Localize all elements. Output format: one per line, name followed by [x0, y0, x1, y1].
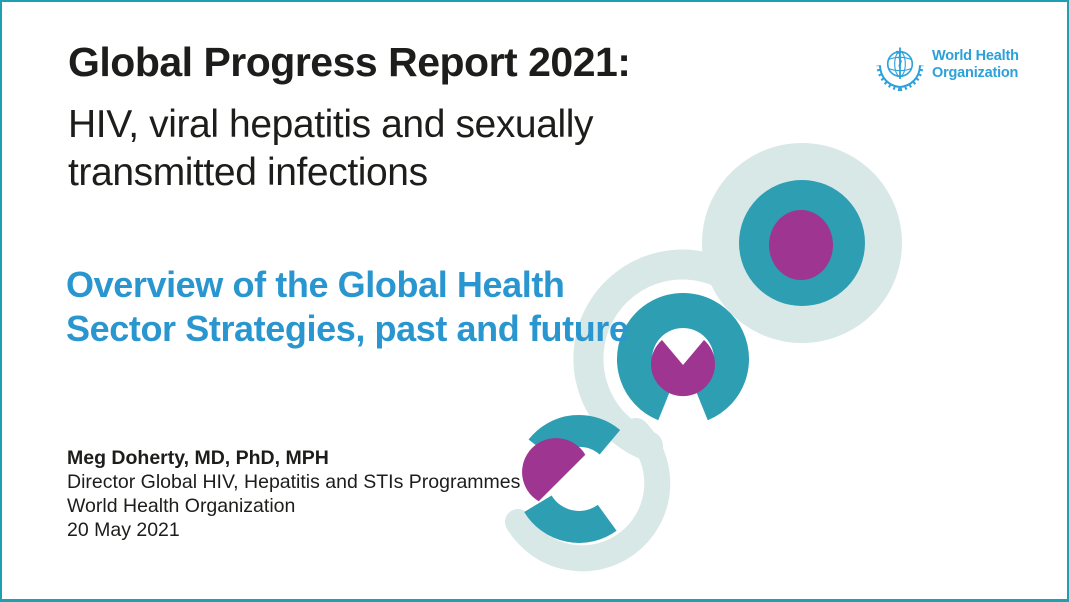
author-role: Director Global HIV, Hepatitis and STIs … [67, 471, 521, 493]
section-heading-line-1: Overview of the Global Health [66, 264, 565, 305]
page-subtitle: HIV, viral hepatitis and sexually transm… [68, 101, 594, 197]
page-title: Global Progress Report 2021: [68, 39, 631, 85]
subtitle-line-2: transmitted infections [68, 151, 428, 194]
who-logo-text: World Health Organization [932, 48, 1019, 82]
pathogen-icon-large [739, 180, 865, 306]
author-organization: World Health Organization [67, 495, 296, 517]
section-heading: Overview of the Global Health Sector Str… [66, 263, 629, 351]
pathogen-icon-medium [617, 293, 749, 421]
section-heading-line-2: Sector Strategies, past and future [66, 308, 629, 349]
who-logo-line-1: World Health [932, 48, 1019, 64]
presentation-date: 20 May 2021 [67, 519, 180, 541]
subtitle-line-1: HIV, viral hepatitis and sexually [68, 103, 594, 146]
author-name: Meg Doherty, MD, PhD, MPH [67, 447, 329, 469]
author-block: Meg Doherty, MD, PhD, MPH Director Globa… [67, 446, 520, 542]
who-logo: World Health Organization [876, 44, 1019, 92]
pathogen-icon-small [522, 414, 621, 543]
who-logo-line-2: Organization [932, 65, 1019, 81]
who-emblem-icon [876, 47, 924, 92]
